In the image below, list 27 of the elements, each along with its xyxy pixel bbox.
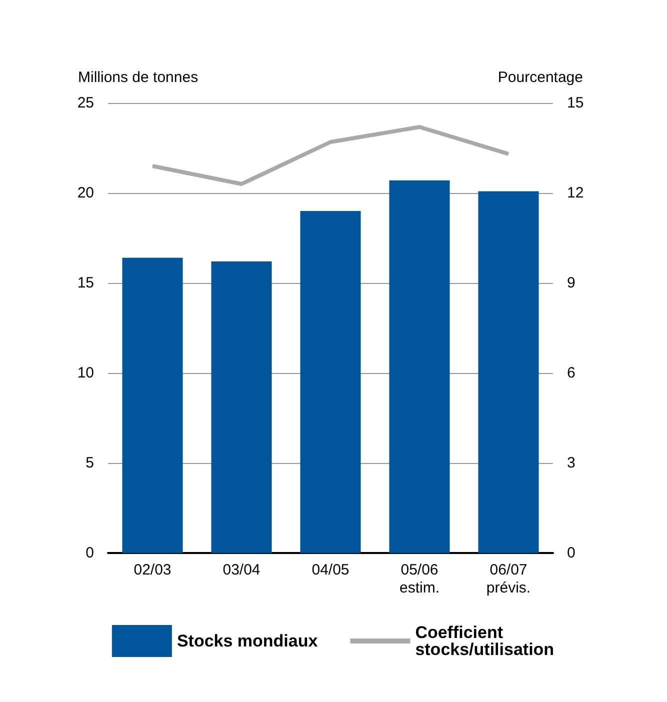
y2-axis-title: Pourcentage xyxy=(498,69,583,86)
y2-tick-label: 15 xyxy=(567,94,584,112)
y-tick-label: 10 xyxy=(77,364,94,382)
x-tick-label: 03/04 xyxy=(222,562,260,578)
y2-tick-label: 0 xyxy=(567,544,576,562)
line-series xyxy=(150,125,510,186)
y-axis-title: Millions de tonnes xyxy=(78,69,198,86)
bar xyxy=(211,261,272,553)
bar xyxy=(122,258,183,553)
bar xyxy=(389,180,450,553)
bar xyxy=(478,191,539,553)
legend-label: Coefficient stocks/utilisation xyxy=(415,623,554,659)
y2-tick-label: 12 xyxy=(567,184,584,202)
x-tick-label: 05/06 estim. xyxy=(399,562,440,596)
y2-tick-label: 9 xyxy=(567,274,576,292)
y-tick-label: 15 xyxy=(77,274,94,292)
y2-tick-label: 3 xyxy=(567,454,576,472)
x-tick-label: 02/03 xyxy=(134,562,172,578)
y-tick-label: 25 xyxy=(77,94,94,112)
y-tick-label: 5 xyxy=(86,454,94,472)
y2-tick-label: 6 xyxy=(567,364,576,382)
bar xyxy=(300,211,361,553)
y-tick-label: 20 xyxy=(77,184,94,202)
x-tick-label: 04/05 xyxy=(312,562,350,578)
y-tick-label: 0 xyxy=(86,544,94,562)
legend-label: Stocks mondiaux xyxy=(176,632,318,650)
x-tick-label: 06/07 prévis. xyxy=(486,562,531,596)
